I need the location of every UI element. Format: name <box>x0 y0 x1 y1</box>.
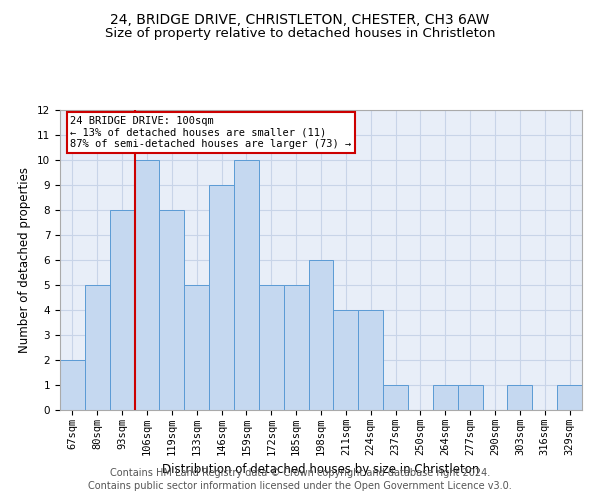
X-axis label: Distribution of detached houses by size in Christleton: Distribution of detached houses by size … <box>163 464 479 476</box>
Bar <box>60 360 85 410</box>
Text: Contains public sector information licensed under the Open Government Licence v3: Contains public sector information licen… <box>88 481 512 491</box>
Bar <box>160 210 184 410</box>
Text: 24 BRIDGE DRIVE: 100sqm
← 13% of detached houses are smaller (11)
87% of semi-de: 24 BRIDGE DRIVE: 100sqm ← 13% of detache… <box>70 116 352 149</box>
Bar <box>458 385 482 410</box>
Bar <box>334 310 358 410</box>
Bar <box>234 160 259 410</box>
Bar <box>557 385 582 410</box>
Bar <box>85 285 110 410</box>
Bar <box>209 185 234 410</box>
Text: Contains HM Land Registry data © Crown copyright and database right 2024.: Contains HM Land Registry data © Crown c… <box>110 468 490 477</box>
Y-axis label: Number of detached properties: Number of detached properties <box>19 167 31 353</box>
Text: Size of property relative to detached houses in Christleton: Size of property relative to detached ho… <box>105 28 495 40</box>
Bar <box>508 385 532 410</box>
Bar <box>259 285 284 410</box>
Bar <box>433 385 458 410</box>
Bar <box>358 310 383 410</box>
Bar <box>184 285 209 410</box>
Bar <box>134 160 160 410</box>
Bar <box>308 260 334 410</box>
Bar <box>110 210 134 410</box>
Bar <box>284 285 308 410</box>
Bar <box>383 385 408 410</box>
Text: 24, BRIDGE DRIVE, CHRISTLETON, CHESTER, CH3 6AW: 24, BRIDGE DRIVE, CHRISTLETON, CHESTER, … <box>110 12 490 26</box>
